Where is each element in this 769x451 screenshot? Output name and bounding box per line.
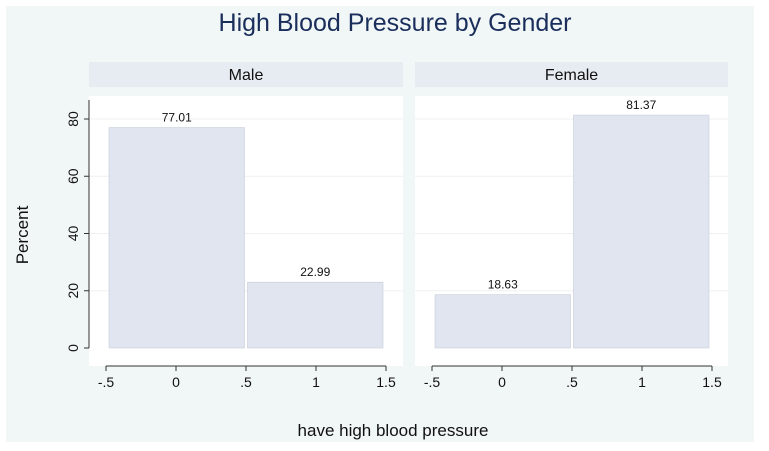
x-tick-label: 0 [172, 374, 180, 390]
bar-value-label: 81.37 [626, 98, 656, 112]
x-tick-label: -.5 [98, 374, 115, 390]
y-tick-label: 40 [65, 226, 81, 242]
bar [573, 114, 710, 349]
x-tick-label: 1 [638, 374, 646, 390]
y-axis-title: Percent [13, 205, 32, 264]
bar [108, 127, 245, 349]
x-tick-label: 1.5 [376, 374, 396, 390]
bar-value-label: 77.01 [162, 111, 192, 125]
x-tick-label: -.5 [424, 374, 441, 390]
panel-strip-male [89, 62, 403, 87]
y-tick-label: 0 [65, 344, 81, 352]
panel-strip-label-female: Female [545, 67, 598, 84]
bar-value-label: 22.99 [300, 265, 330, 279]
y-tick-label: 20 [65, 283, 81, 299]
bar [247, 281, 384, 349]
panel-strip-label-male: Male [229, 67, 264, 84]
x-tick-label: .5 [566, 374, 578, 390]
x-tick-label: 1 [312, 374, 320, 390]
x-tick-label: 0 [498, 374, 506, 390]
x-axis-title: have high blood pressure [298, 421, 489, 440]
y-tick-label: 60 [65, 168, 81, 184]
x-tick-label: 1.5 [702, 374, 722, 390]
bar-value-label: 18.63 [488, 278, 518, 292]
x-tick-label: .5 [240, 374, 252, 390]
y-tick-label: 80 [65, 111, 81, 127]
bar [434, 294, 571, 349]
panel-strip-female [415, 62, 728, 87]
chart-title: High Blood Pressure by Gender [219, 9, 572, 37]
